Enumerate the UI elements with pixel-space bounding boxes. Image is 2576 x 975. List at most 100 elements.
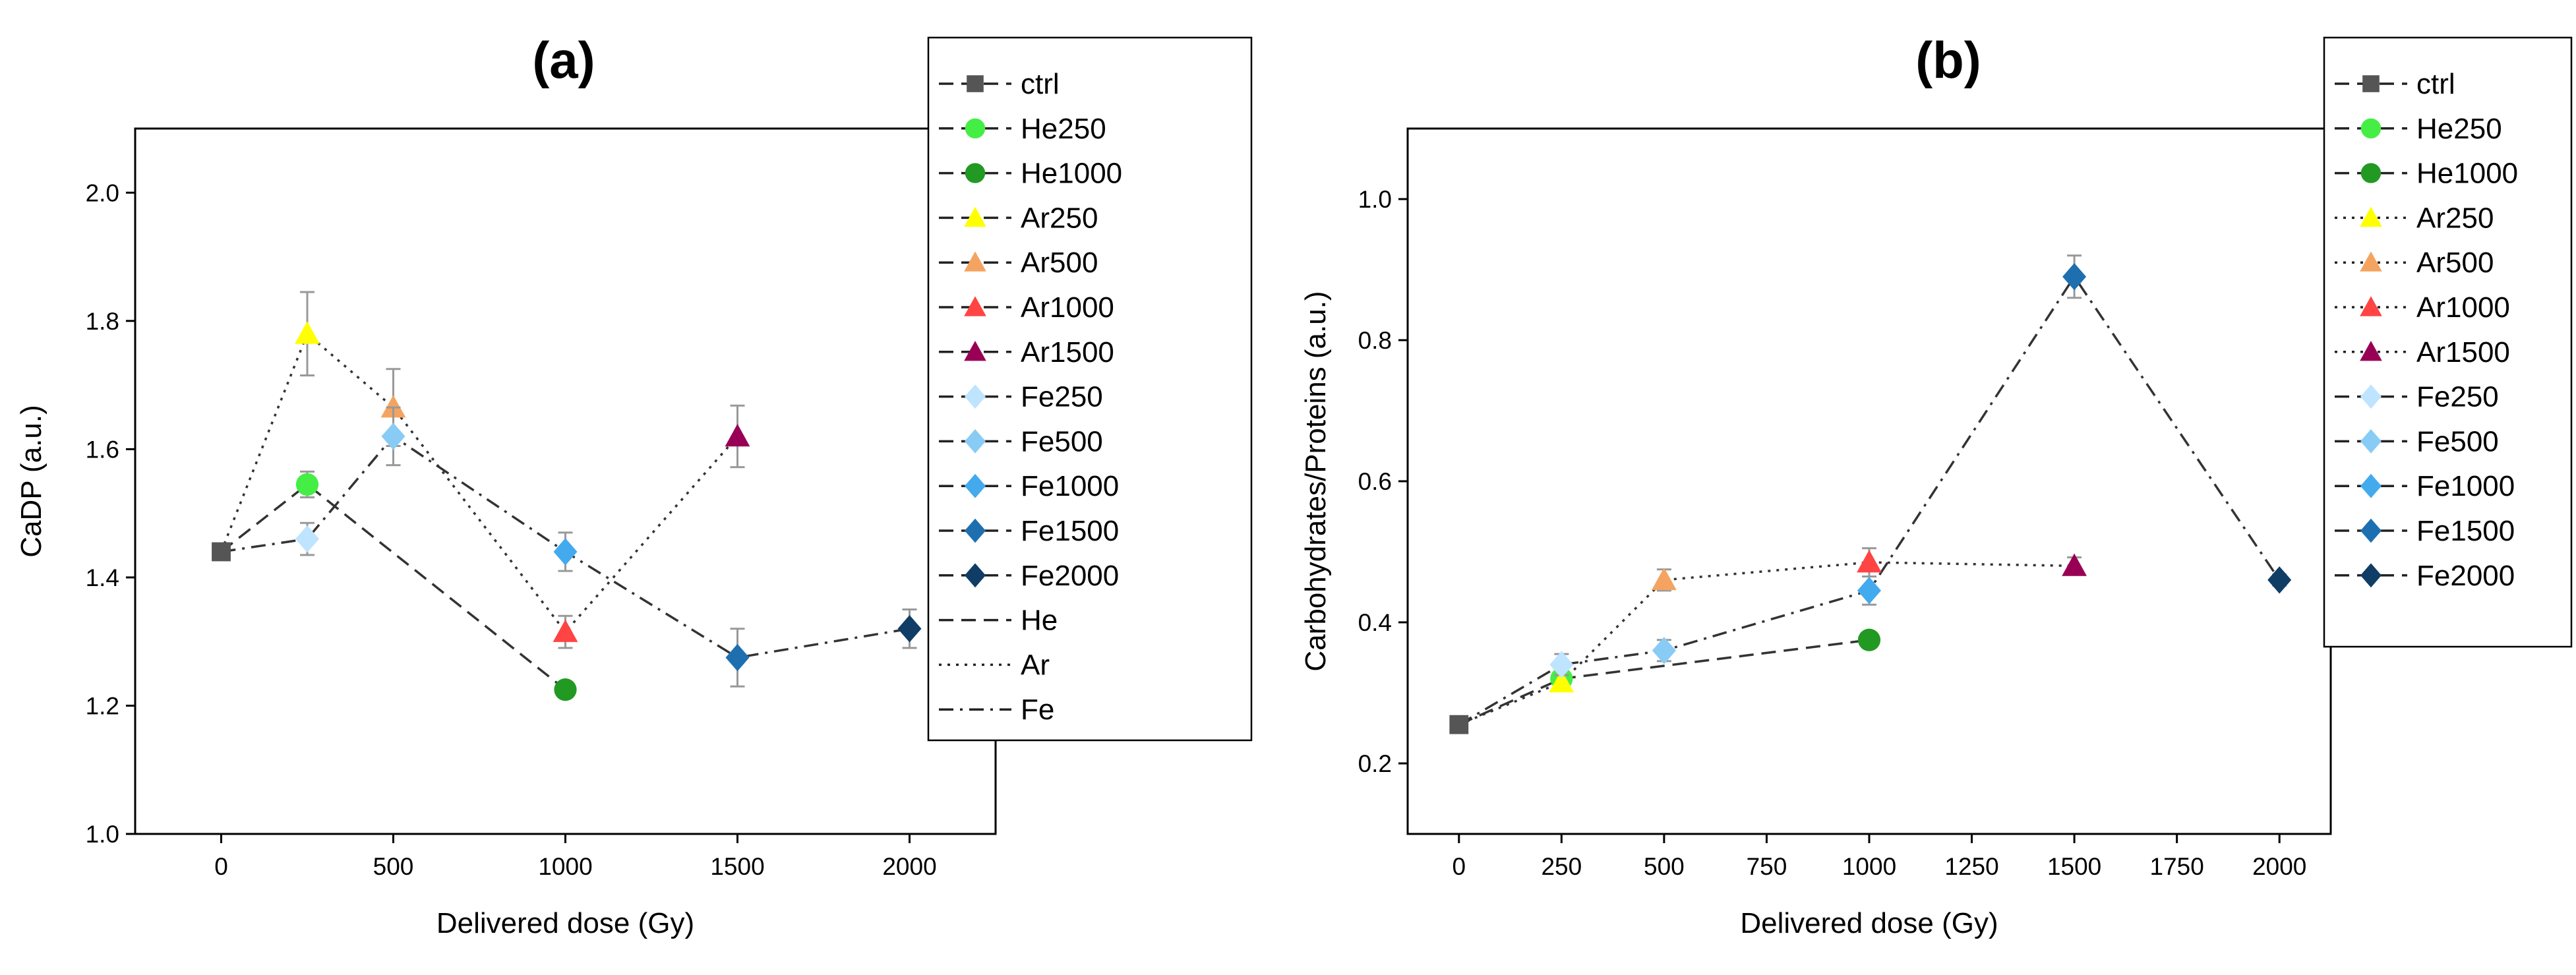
x-tick-label: 1500 (2047, 853, 2101, 880)
legend-label: ctrl (1021, 68, 1060, 100)
legend-marker (965, 473, 986, 498)
data-point-ctrl (212, 542, 231, 562)
data-point-He1000 (554, 678, 577, 701)
series-line-Ar (220, 332, 738, 634)
legend-marker (965, 118, 986, 138)
x-tick-label: 1500 (710, 853, 764, 880)
legend-label: He1000 (1021, 158, 1122, 190)
legend-marker (2360, 206, 2382, 227)
data-point-Fe1000 (553, 538, 578, 566)
y-axis-label-b: Carbohydrates/Proteins (a.u.) (1300, 291, 1332, 671)
legend-entry-Ar250: Ar250 (939, 202, 1098, 234)
legend-marker (2360, 473, 2381, 498)
legend-entry-Fe: Fe (939, 694, 1054, 726)
series-line-Fe (221, 434, 910, 659)
legend-b: ctrl He250 He1000 Ar250 Ar500 Ar1000 Ar1500 Fe2… (2323, 36, 2573, 648)
legend-label: Ar500 (1021, 247, 1098, 279)
legend-entry-Ar1000: Ar1000 (939, 291, 1114, 324)
legend-marker (964, 206, 986, 227)
data-point-Fe1000 (1857, 577, 1881, 605)
data-point-Fe500 (1652, 637, 1676, 665)
legend-entry-Fe1000: Fe1000 (2335, 470, 2515, 502)
legend-marker (964, 341, 986, 361)
legend-label: Fe2000 (2416, 560, 2515, 592)
legend-label: He (1021, 605, 1058, 637)
legend-label: He250 (2416, 113, 2502, 145)
y-tick-label: 1.4 (86, 564, 119, 591)
legend-marker (2360, 384, 2381, 409)
legend-marker (2360, 341, 2382, 361)
legend-label: Fe1000 (1021, 470, 1119, 502)
data-point-Ar250 (1549, 670, 1574, 693)
legend-entry-He1000: He1000 (2335, 158, 2518, 190)
data-point-Ar250 (295, 321, 320, 344)
legend-label: ctrl (2416, 68, 2455, 100)
legend-label: Ar500 (2416, 247, 2494, 279)
data-point-He250 (295, 473, 319, 496)
legend-entry-Fe2000: Fe2000 (939, 560, 1119, 592)
legend-label: Ar250 (2416, 202, 2494, 234)
legend-marker (964, 251, 986, 272)
legend-marker (2360, 518, 2381, 543)
y-tick-label: 0.4 (1358, 609, 1392, 636)
data-point-Fe2000 (897, 615, 922, 643)
legend-label: He250 (1021, 113, 1106, 145)
legend-marker (2360, 163, 2381, 183)
legend-label: Fe500 (1021, 425, 1103, 458)
y-tick-label: 1.0 (1358, 186, 1392, 213)
legend-entry-ctrl: ctrl (939, 68, 1060, 100)
legend-label: Fe250 (1021, 381, 1103, 413)
legend-label: Ar1000 (2416, 291, 2510, 324)
x-tick-label: 0 (214, 853, 228, 880)
legend-entry-Fe250: Fe250 (2335, 381, 2499, 413)
legend-label: Fe2000 (1021, 560, 1119, 592)
legend-box (2323, 36, 2573, 648)
legend-label: Fe1500 (1021, 515, 1119, 547)
legend-entry-He1000: He1000 (939, 158, 1122, 190)
legend-entry-He: He (939, 605, 1058, 637)
legend-entry-Ar250: Ar250 (2335, 202, 2494, 234)
data-point-Ar1500 (725, 424, 750, 447)
series-line-Ar (1458, 561, 2075, 726)
series-line-Fe (1458, 274, 2281, 726)
legend-entry-Fe250: Fe250 (939, 381, 1103, 413)
x-tick-label: 1250 (1944, 853, 1998, 880)
legend-entry-Ar500: Ar500 (2335, 247, 2494, 279)
y-tick-label: 0.2 (1358, 750, 1392, 777)
x-tick-label: 1750 (2150, 853, 2204, 880)
legend-entry-ctrl: ctrl (2335, 68, 2455, 100)
chart-title-b: (b) (1915, 31, 1981, 89)
x-tick-label: 1000 (538, 853, 592, 880)
legend-entry-Fe1500: Fe1500 (939, 515, 1119, 547)
legend-entry-Fe2000: Fe2000 (2335, 560, 2515, 592)
data-point-He1000 (1857, 628, 1881, 651)
legend-label: Fe1000 (2416, 470, 2515, 502)
data-point-Fe250 (295, 525, 319, 553)
legend-label: He1000 (2416, 158, 2518, 190)
legend-entry-He250: He250 (2335, 113, 2502, 145)
legend-marker (965, 163, 986, 183)
data-point-Ar1500 (2062, 553, 2087, 576)
legend-marker (965, 518, 986, 543)
legend-label: Ar (1021, 649, 1050, 681)
legend-label: Ar250 (1021, 202, 1098, 234)
y-tick-label: 0.8 (1358, 327, 1392, 354)
legend-label: Fe500 (2416, 425, 2499, 458)
legend-entry-Fe500: Fe500 (2335, 425, 2499, 458)
data-point-Fe1500 (725, 643, 750, 672)
data-point-Fe1500 (2062, 263, 2087, 291)
legend-label: Ar1000 (1021, 291, 1114, 324)
data-point-Fe500 (381, 423, 405, 450)
x-tick-label: 750 (1747, 853, 1787, 880)
legend-marker (967, 75, 984, 92)
data-point-Ar500 (1651, 567, 1677, 591)
y-axis-label-a: CaDP (a.u.) (15, 405, 47, 558)
x-tick-label: 500 (373, 853, 414, 880)
y-tick-label: 1.6 (86, 436, 119, 463)
legend-marker (2360, 429, 2381, 454)
plot-frame-b (1406, 127, 2332, 835)
legend-entry-Ar1500: Ar1500 (2335, 336, 2510, 369)
legend-label: Fe250 (2416, 381, 2499, 413)
x-tick-label: 2000 (2252, 853, 2306, 880)
